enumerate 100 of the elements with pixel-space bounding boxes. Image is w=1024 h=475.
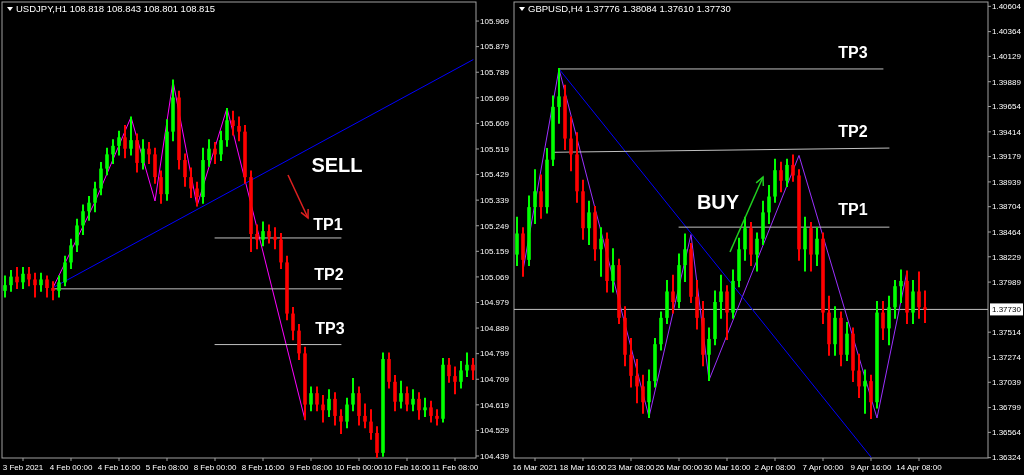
candlestick — [845, 321, 849, 363]
candlestick — [33, 271, 37, 299]
candlestick — [111, 138, 115, 165]
candlestick — [135, 132, 139, 174]
y-tick-label: 104.619 — [480, 400, 510, 410]
x-tick-label: 7 Apr 00:00 — [802, 463, 845, 472]
y-tick-label: 105.969 — [480, 16, 510, 26]
candlestick — [515, 215, 519, 268]
candlestick — [815, 226, 819, 268]
x-tick-label: 8 Feb 00:00 — [193, 463, 237, 472]
candlestick — [345, 396, 349, 430]
candlestick — [923, 289, 927, 325]
candlestick — [63, 254, 67, 288]
candlestick — [857, 352, 861, 399]
x-tick-label: 18 Mar 16:00 — [559, 463, 608, 472]
ref-line-label: 1.37730 — [992, 305, 1022, 315]
y-tick-label: 105.699 — [480, 93, 510, 103]
candlestick — [147, 141, 151, 165]
candlestick — [333, 391, 337, 427]
candlestick — [315, 385, 319, 413]
candlestick — [69, 237, 73, 271]
candlestick — [635, 358, 639, 405]
y-tick-label: 1.37274 — [992, 353, 1022, 363]
candlestick — [899, 268, 903, 305]
y-tick-label: 1.39654 — [992, 102, 1022, 112]
candlestick — [767, 184, 771, 225]
candlestick — [309, 385, 313, 413]
x-tick-label: 10 Feb 16:00 — [383, 463, 432, 472]
candlestick — [99, 160, 103, 197]
x-tick-label: 9 Apr 16:00 — [850, 463, 893, 472]
y-tick-label: 1.39414 — [992, 127, 1022, 137]
candlestick — [641, 373, 645, 415]
x-tick-label: 3 Feb 2021 — [2, 463, 44, 472]
candlestick — [267, 223, 271, 245]
y-tick-label: 105.879 — [480, 42, 510, 52]
y-tick-label: 105.519 — [480, 144, 510, 154]
y-tick-label: 1.37039 — [992, 378, 1022, 388]
annotation: TP1 — [313, 215, 343, 233]
candlestick — [533, 168, 537, 225]
y-tick-label: 104.979 — [480, 298, 510, 308]
x-tick-label: 16 Mar 2021 — [512, 463, 559, 472]
candlestick — [141, 138, 145, 171]
candlestick — [369, 408, 373, 441]
candlestick — [207, 138, 211, 168]
x-tick-label: 30 Mar 16:00 — [703, 463, 752, 472]
y-tick-label: 1.38939 — [992, 177, 1022, 187]
candlestick — [15, 266, 19, 290]
y-tick-label: 1.39889 — [992, 77, 1022, 87]
candlestick — [465, 351, 469, 379]
candlestick — [183, 152, 187, 188]
annotation: TP1 — [838, 200, 868, 218]
y-tick-label: 105.069 — [480, 272, 510, 282]
y-tick-label: 105.789 — [480, 68, 510, 78]
y-tick-label: 1.40604 — [992, 2, 1022, 12]
chart-title: GBPUSD,H4 1.37776 1.38084 1.37610 1.37730 — [528, 3, 731, 15]
candlestick — [387, 351, 391, 390]
y-tick-label: 1.38229 — [992, 252, 1022, 262]
candlestick — [225, 106, 229, 148]
candlestick — [447, 357, 451, 384]
candlestick — [683, 232, 687, 283]
candlestick — [39, 271, 43, 293]
annotation: TP2 — [838, 122, 868, 140]
candlestick — [81, 203, 85, 236]
annotation: TP3 — [315, 319, 345, 337]
candlestick — [611, 247, 615, 294]
candlestick — [893, 278, 897, 320]
candlestick — [539, 173, 543, 220]
y-tick-label: 1.40364 — [992, 27, 1022, 37]
x-tick-label: 4 Feb 16:00 — [97, 463, 141, 472]
candlestick — [3, 274, 7, 299]
candlestick — [9, 268, 13, 293]
candlestick — [213, 141, 217, 165]
candlestick — [587, 199, 591, 247]
candlestick — [785, 157, 789, 189]
y-tick-label: 1.37989 — [992, 277, 1022, 287]
candlestick — [75, 217, 79, 254]
x-tick-label: 9 Feb 08:00 — [289, 463, 333, 472]
y-tick-label: 1.40129 — [992, 52, 1022, 62]
chart-title: USDJPY,H1 108.818 108.843 108.801 108.815 — [16, 3, 215, 15]
y-tick-label: 104.889 — [480, 323, 510, 333]
candlestick — [57, 274, 61, 299]
candlestick — [117, 129, 121, 157]
candlestick — [803, 215, 807, 273]
candlestick — [411, 388, 415, 413]
y-tick-label: 105.159 — [480, 247, 510, 257]
candlestick — [417, 391, 421, 421]
candlestick — [423, 396, 427, 418]
candlestick — [93, 180, 97, 214]
candlestick — [557, 66, 561, 125]
candlestick — [695, 278, 699, 331]
annotation: TP3 — [838, 43, 868, 61]
candlestick — [279, 231, 283, 271]
y-tick-label: 1.38704 — [992, 202, 1022, 212]
candlestick — [219, 129, 223, 163]
candlestick — [357, 385, 361, 427]
candlestick — [881, 300, 885, 341]
x-tick-label: 4 Feb 00:00 — [49, 463, 93, 472]
candlestick — [321, 394, 325, 424]
candlestick — [45, 274, 49, 299]
candlestick — [153, 146, 157, 185]
